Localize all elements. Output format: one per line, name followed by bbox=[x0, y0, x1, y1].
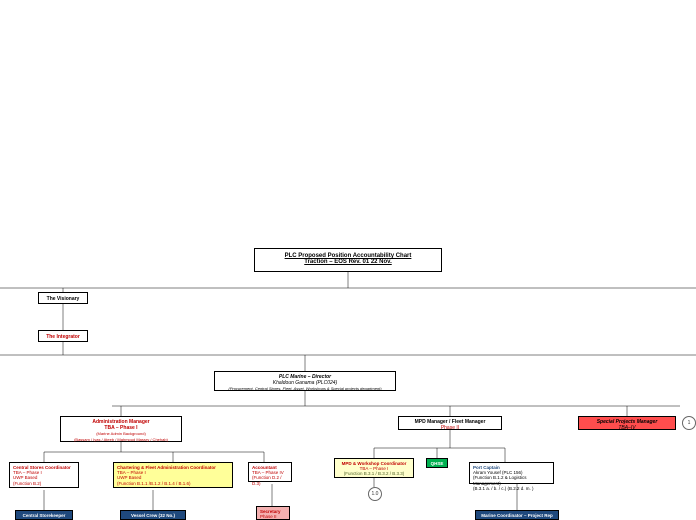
node-mpd-workshop: MPD & Workshop Coordinator TBA – Phase I… bbox=[334, 458, 414, 478]
title-line2: Traction – EOS Rev. 01 22 Nov. bbox=[304, 259, 391, 265]
node-port-captain: Port Captain Akram Yousef (PLC 156) (Fun… bbox=[469, 462, 554, 484]
dot-special: 1 bbox=[682, 416, 696, 430]
node-special-projects: Special Projects Manager TBA–IV bbox=[578, 416, 676, 430]
node-stores-coordinator: Central Stores Coordinator TBA – Phase I… bbox=[9, 462, 79, 488]
node-visionary: The Visionary bbox=[38, 292, 88, 304]
node-secretary: Secretary Phase II bbox=[256, 506, 290, 520]
node-admin-manager: Administration Manager TBA – Phase I (Ma… bbox=[60, 416, 182, 442]
node-chartering-coordinator: Chartering & Fleet Administration Coordi… bbox=[113, 462, 233, 488]
dot-mpd: 1.0 bbox=[368, 487, 382, 501]
node-qhse: QHSE bbox=[426, 458, 448, 468]
node-storekeeper: Central Storekeeper bbox=[15, 510, 73, 520]
node-integrator: The Integrator bbox=[38, 330, 88, 342]
node-mpd-manager: MPD Manager / Fleet Manager Phase II bbox=[398, 416, 502, 430]
node-marine-coordinator: Marine Coordinator – Project Rep bbox=[475, 510, 559, 520]
node-vessel-crew: Vessel Crew (32 No.) bbox=[120, 510, 186, 520]
node-accountant: Accountant TBA – Phase IV (Function D.2 … bbox=[248, 462, 292, 482]
node-director: PLC Marine – Director Khaldoun Ganama (P… bbox=[214, 371, 396, 391]
chart-title: PLC Proposed Position Accountability Cha… bbox=[254, 248, 442, 272]
